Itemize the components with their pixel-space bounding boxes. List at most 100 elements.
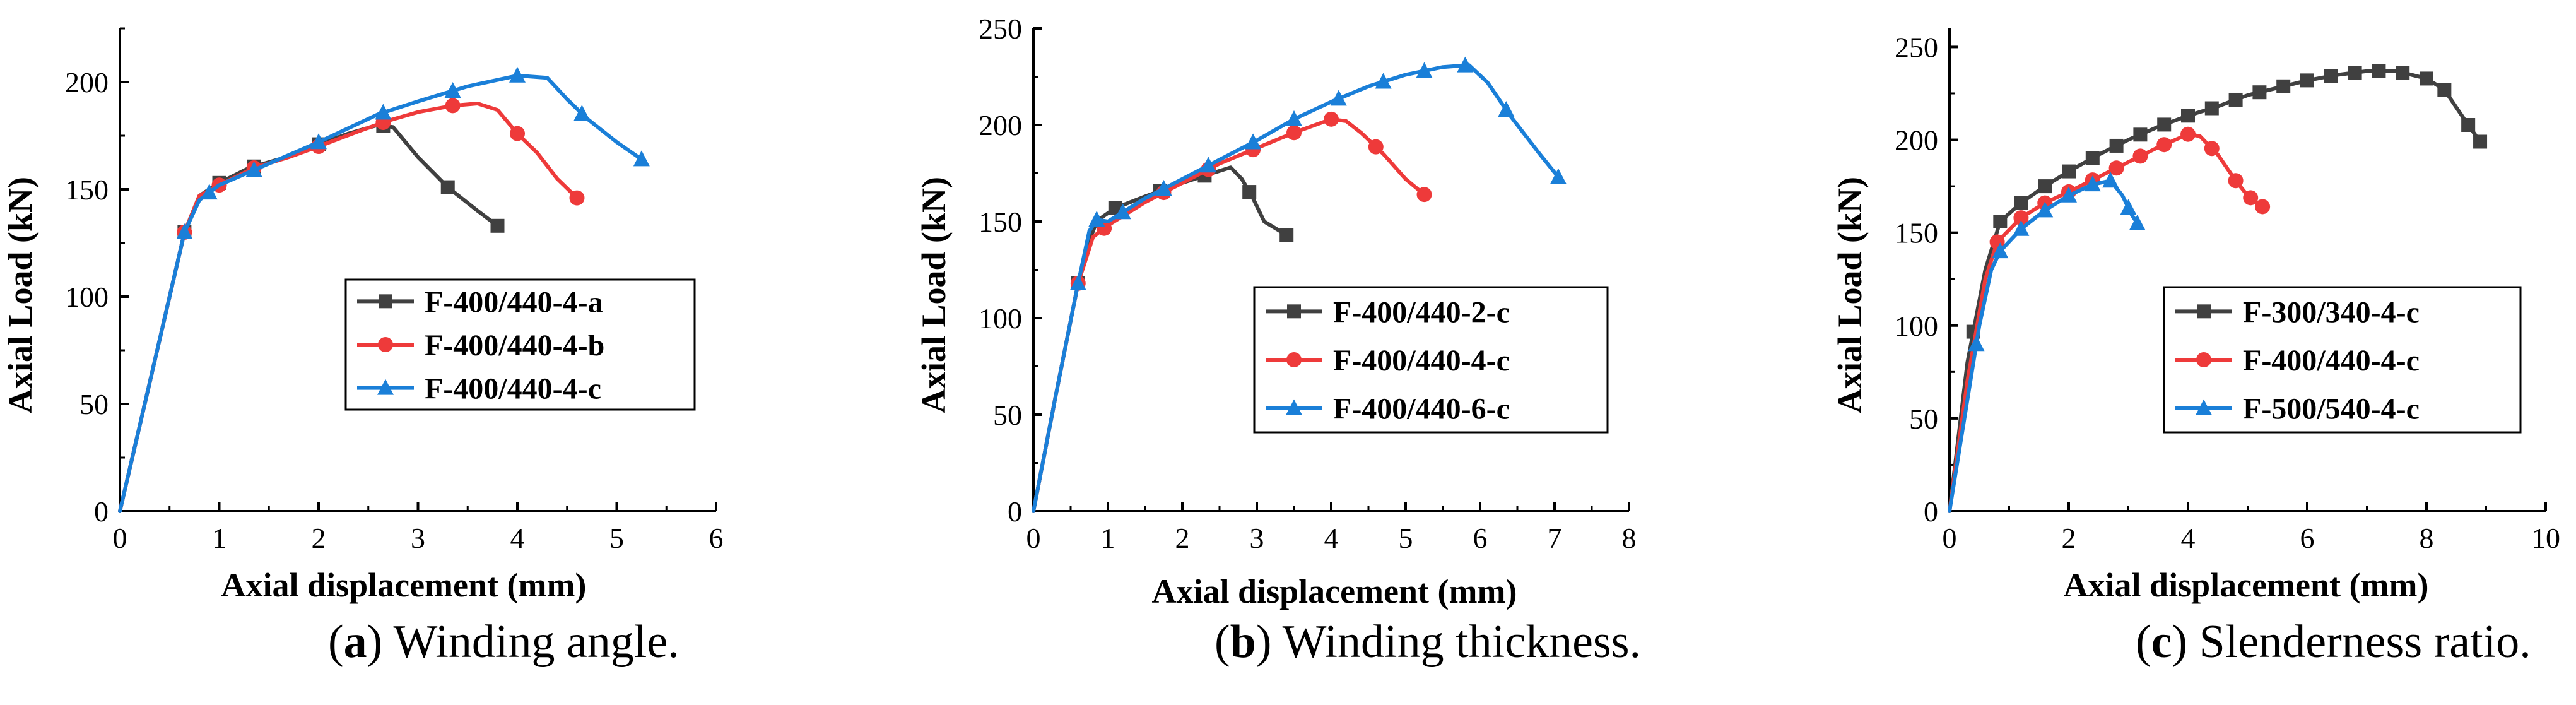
x-tick-label: 3 (411, 522, 425, 554)
x-axis-title: Axial displacement (mm) (2064, 566, 2429, 604)
caption-b: (b) Winding thickness. (1214, 615, 1641, 669)
x-tick-label: 8 (2420, 522, 2434, 554)
data-point (1324, 111, 1339, 127)
data-point (1330, 90, 1347, 106)
series-3 (1032, 56, 1567, 513)
data-point (2132, 148, 2148, 164)
data-point (2204, 101, 2219, 116)
legend-entry: F-300/340-4-c (2175, 295, 2420, 329)
series-line (1948, 69, 2483, 513)
data-point (2461, 118, 2476, 132)
data-point (633, 150, 650, 167)
series-line (118, 73, 644, 513)
data-point (2276, 79, 2291, 93)
data-point (444, 81, 461, 98)
legend-marker (2197, 304, 2211, 319)
data-point (1498, 101, 1515, 117)
legend-entry: F-400/440-4-b (357, 329, 604, 362)
data-point (1279, 228, 1294, 242)
x-tick-label: 0 (113, 522, 127, 554)
data-point (1155, 179, 1172, 196)
y-tick-label: 50 (1909, 403, 1938, 435)
y-tick-label: 100 (65, 281, 109, 313)
data-point (2038, 179, 2052, 194)
x-tick-label: 5 (609, 522, 624, 554)
data-point (2085, 151, 2100, 165)
series-1 (1948, 64, 2488, 513)
series-2 (1032, 111, 1432, 513)
chart-panel-2: 0 1 2 3 4 5 6 7 8 0 50 100 150 200 250 Axial displaceme… (915, 13, 1637, 610)
data-point (1088, 210, 1105, 227)
data-point (2437, 83, 2452, 97)
legend-entry: F-400/440-4-c (1266, 344, 1510, 377)
data-point (569, 190, 585, 206)
data-point (2473, 134, 2488, 149)
data-point (2180, 126, 2196, 142)
data-point (1968, 335, 1985, 352)
data-point (2061, 186, 2077, 203)
data-point (445, 98, 461, 114)
x-tick-label: 0 (1026, 522, 1041, 554)
x-tick-label: 6 (2300, 522, 2315, 554)
data-point (2420, 71, 2433, 86)
y-tick-label: 150 (1895, 217, 1938, 249)
legend-label: F-500/540-4-c (2243, 393, 2420, 426)
data-point (2133, 127, 2148, 142)
data-point (1375, 73, 1392, 89)
data-point (2102, 172, 2119, 188)
data-point (510, 126, 525, 141)
legend-marker (378, 337, 393, 352)
caption-a: (a) Winding angle. (328, 615, 679, 669)
data-point (2396, 66, 2410, 80)
x-tick-label: 6 (709, 522, 724, 554)
data-point (2348, 66, 2362, 80)
data-point (2243, 190, 2259, 206)
data-point (2228, 92, 2243, 107)
y-tick-label: 200 (1895, 124, 1938, 157)
data-point (1416, 62, 1433, 78)
data-point (2181, 109, 2195, 123)
x-tick-label: 6 (1473, 522, 1488, 554)
series-3 (1948, 172, 2146, 513)
legend-entry: F-400/440-2-c (1266, 295, 1510, 329)
x-tick-label: 0 (1943, 522, 1957, 554)
y-tick-label: 150 (979, 206, 1022, 238)
data-point (176, 223, 193, 239)
y-axis-title: Axial Load (kN) (1831, 177, 1869, 413)
legend-label: F-400/440-2-c (1333, 295, 1510, 329)
x-tick-label: 4 (1324, 522, 1339, 554)
data-point (2252, 85, 2267, 100)
y-tick-label: 100 (1895, 310, 1938, 342)
legend-entry: F-400/440-4-c (357, 372, 601, 406)
caption-a-letter: a (343, 616, 367, 668)
data-point (2013, 210, 2029, 226)
legend-marker (2196, 352, 2211, 367)
legend-marker (2196, 399, 2212, 415)
data-point (2062, 164, 2076, 179)
legend-label: F-400/440-4-c (425, 372, 601, 406)
y-tick-label: 0 (1008, 495, 1022, 528)
legend-label: F-400/440-4-c (2243, 344, 2420, 377)
data-point (573, 105, 591, 121)
legend-label: F-400/440-4-a (425, 285, 603, 319)
data-point (2157, 117, 2172, 132)
data-point (310, 133, 327, 150)
data-point (2372, 64, 2386, 78)
data-point (1200, 157, 1217, 173)
y-axis-title: Axial Load (kN) (915, 177, 953, 413)
legend-label: F-400/440-4-b (425, 329, 604, 362)
data-point (2156, 137, 2172, 153)
x-tick-label: 8 (1622, 522, 1637, 554)
data-point (1114, 203, 1131, 220)
data-point (1416, 187, 1432, 203)
x-tick-label: 4 (510, 522, 525, 554)
data-point (245, 161, 262, 177)
y-tick-label: 200 (979, 109, 1022, 141)
data-point (1368, 139, 1384, 155)
data-point (201, 184, 218, 200)
x-axis-title: Axial displacement (mm) (1152, 572, 1517, 610)
legend-marker (1287, 304, 1301, 319)
legend-entry: F-500/540-4-c (2175, 393, 2420, 426)
y-tick-label: 200 (65, 66, 109, 98)
